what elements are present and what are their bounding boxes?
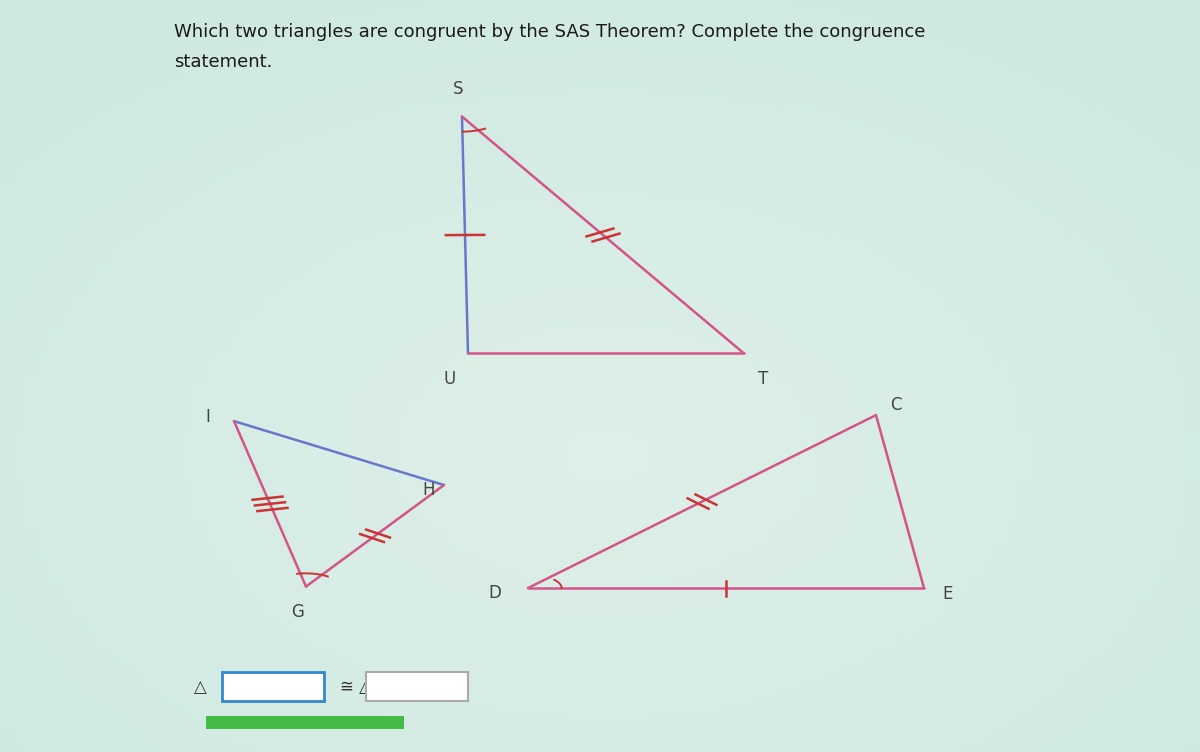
Text: T: T [758, 370, 769, 388]
Text: H: H [422, 481, 434, 499]
Text: △: △ [193, 678, 206, 696]
Text: U: U [444, 370, 456, 388]
FancyBboxPatch shape [366, 672, 468, 701]
Text: S: S [454, 80, 463, 98]
Text: G: G [292, 603, 304, 621]
Text: ≅ △: ≅ △ [340, 678, 372, 696]
FancyBboxPatch shape [222, 672, 324, 701]
Text: E: E [942, 585, 953, 603]
Text: D: D [488, 584, 502, 602]
Text: I: I [205, 408, 210, 426]
Text: statement.: statement. [174, 53, 272, 71]
Text: Which two triangles are congruent by the SAS Theorem? Complete the congruence: Which two triangles are congruent by the… [174, 23, 925, 41]
Text: C: C [890, 396, 902, 414]
FancyBboxPatch shape [206, 716, 404, 729]
